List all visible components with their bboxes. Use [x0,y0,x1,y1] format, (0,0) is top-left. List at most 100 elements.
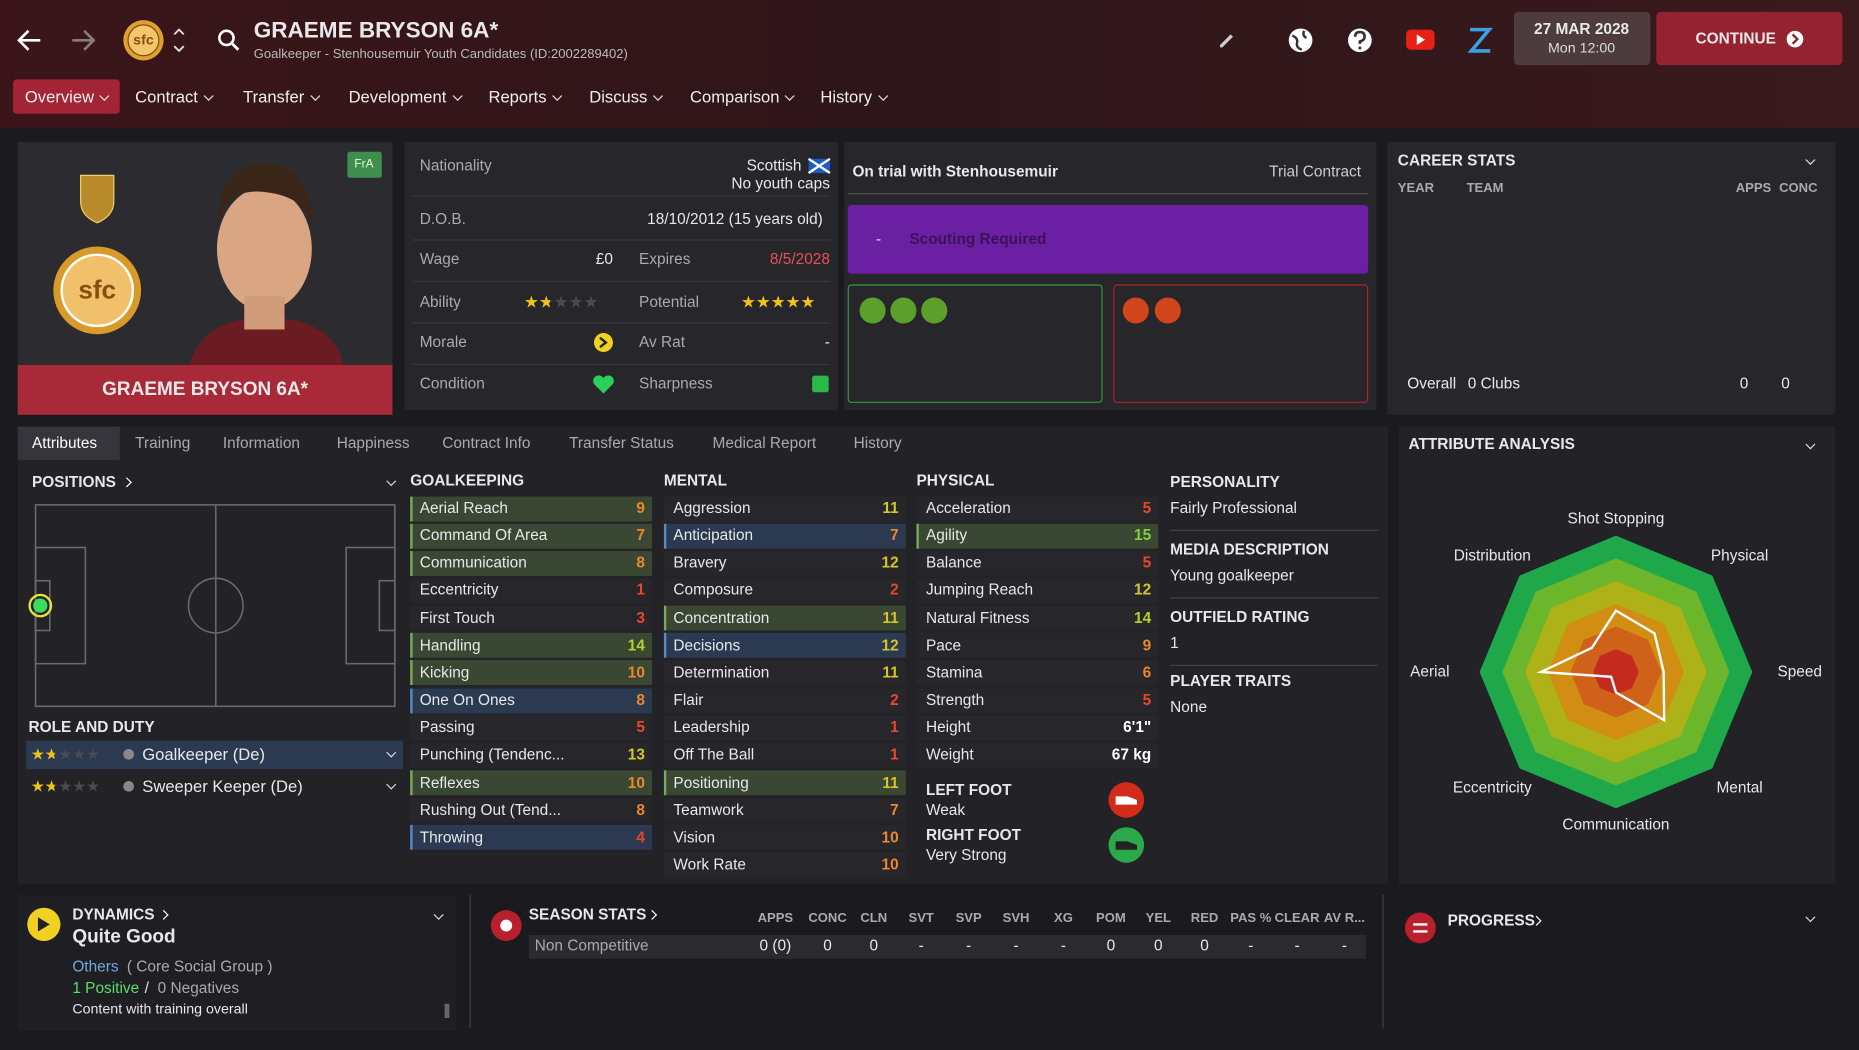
nav-item[interactable]: Transfer [243,86,305,106]
highlight-edge [410,550,413,576]
attribute-name: Positioning [673,773,749,791]
star-fill: ★★★★★ [30,746,55,764]
section-title: ROLE AND DUTY [28,717,155,736]
column-header: PAS % [1230,911,1272,926]
attribute-name: Agility [925,526,968,544]
value: £0 [595,249,613,268]
attribute-name: Height [925,718,971,736]
star-fill: ★★★★★ [30,778,55,796]
highlight-row [410,550,653,576]
row-bg [916,633,1159,659]
highlight-row [410,633,653,659]
attribute-name: First Touch [419,608,495,627]
tab[interactable]: Transfer Status [569,433,674,452]
attribute-name: Teamwork [673,800,744,819]
star-fill: ★★★★★ [524,293,550,311]
highlight-row [663,523,906,549]
tab[interactable]: Attributes [32,433,98,452]
nav-active[interactable] [13,79,120,114]
attribute-value: 3 [636,608,645,627]
row-bg [663,825,906,851]
separator [412,280,830,283]
row-bg [916,495,1159,521]
detail-value: None [1170,697,1208,716]
radar-shape [1536,609,1666,723]
attribute-value: 14 [1134,608,1152,627]
tab[interactable]: Happiness [336,433,410,452]
section-title: MENTAL [663,471,728,490]
highlight-row [410,770,653,796]
attribute-value: 6 [1142,663,1152,682]
club-badge-text: sfc [78,274,117,305]
attribute-value: 5 [1142,498,1152,517]
radar-label: Communication [1562,815,1670,833]
column-header: POM [1096,911,1126,926]
tab[interactable]: Contract Info [442,433,531,452]
nav-item[interactable]: Contract [135,86,198,106]
highlight-edge [410,660,413,686]
section-title: GOALKEEPING [410,471,525,490]
label: Expires [639,249,691,268]
attribute-value: 11 [882,498,899,517]
total-clubs: 0 Clubs [1467,374,1521,393]
detail-label: MEDIA DESCRIPTION [1170,540,1329,559]
attribute-name: Kicking [419,663,470,682]
attribute-name: Weight [925,745,974,764]
highlight-edge [410,688,413,713]
role-row-bg [26,740,404,770]
value: No youth caps [731,174,830,192]
stat-value: - [1294,936,1300,954]
nav-item[interactable]: Discuss [589,86,648,106]
tab-active[interactable] [17,426,120,460]
star-fill: ★★★★★ [740,293,816,311]
tab[interactable]: Training [135,433,191,452]
stat-value: 0 [823,936,832,954]
attribute-value: 8 [636,800,645,819]
detail-label: OUTFIELD RATING [1170,607,1310,626]
stat-value: - [966,936,972,954]
tab[interactable]: History [853,433,902,452]
nav-item[interactable]: Development [348,86,447,106]
nav-item[interactable]: Overview [24,86,95,106]
nav-item[interactable]: History [820,86,873,106]
nav-item[interactable]: Reports [488,86,547,106]
club-badge-text: sfc [133,31,154,48]
foot-value: Very Strong [925,845,1007,864]
attribute-value: 7 [890,526,899,544]
column-header: SVT [908,911,934,926]
row-bg [663,660,906,686]
scouting-box [847,205,1369,274]
date: 27 MAR 2028 [1534,19,1630,38]
row-bg [663,852,906,878]
attribute-value: 1 [636,581,645,599]
dynamics-rating: Quite Good [72,926,176,948]
continue-button[interactable]: CONTINUE [1695,29,1776,48]
label: Av Rat [639,332,686,351]
attribute-value: 11 [882,773,899,791]
panel-title: ATTRIBUTE ANALYSIS [1408,434,1575,453]
highlight-row [916,523,1159,549]
tab[interactable]: Information [222,433,301,452]
attribute-value: 13 [627,745,645,764]
value: Scottish [746,156,802,175]
attribute-name: Balance [925,553,982,572]
row-bg [410,742,653,768]
foot-label: LEFT FOOT [925,780,1012,799]
attribute-value: 10 [627,773,645,791]
highlight-edge [663,633,667,659]
tab[interactable]: Medical Report [712,433,817,452]
info-icon [123,748,134,760]
attribute-name: Communication [419,553,527,572]
role-name[interactable]: Goalkeeper (De) [142,744,265,764]
stats-row-bg [528,935,1366,959]
nav-item[interactable]: Comparison [690,86,780,106]
stars: ★★★★★★★★★★ [30,746,100,764]
stat-value: - [1060,936,1067,954]
name-bar [17,365,393,415]
pitch [28,504,396,708]
label: D.O.B. [419,209,466,228]
value: 8/5/2028 [769,249,830,268]
row-bg [916,688,1159,713]
highlight-edge [410,523,413,549]
role-name[interactable]: Sweeper Keeper (De) [142,776,303,796]
